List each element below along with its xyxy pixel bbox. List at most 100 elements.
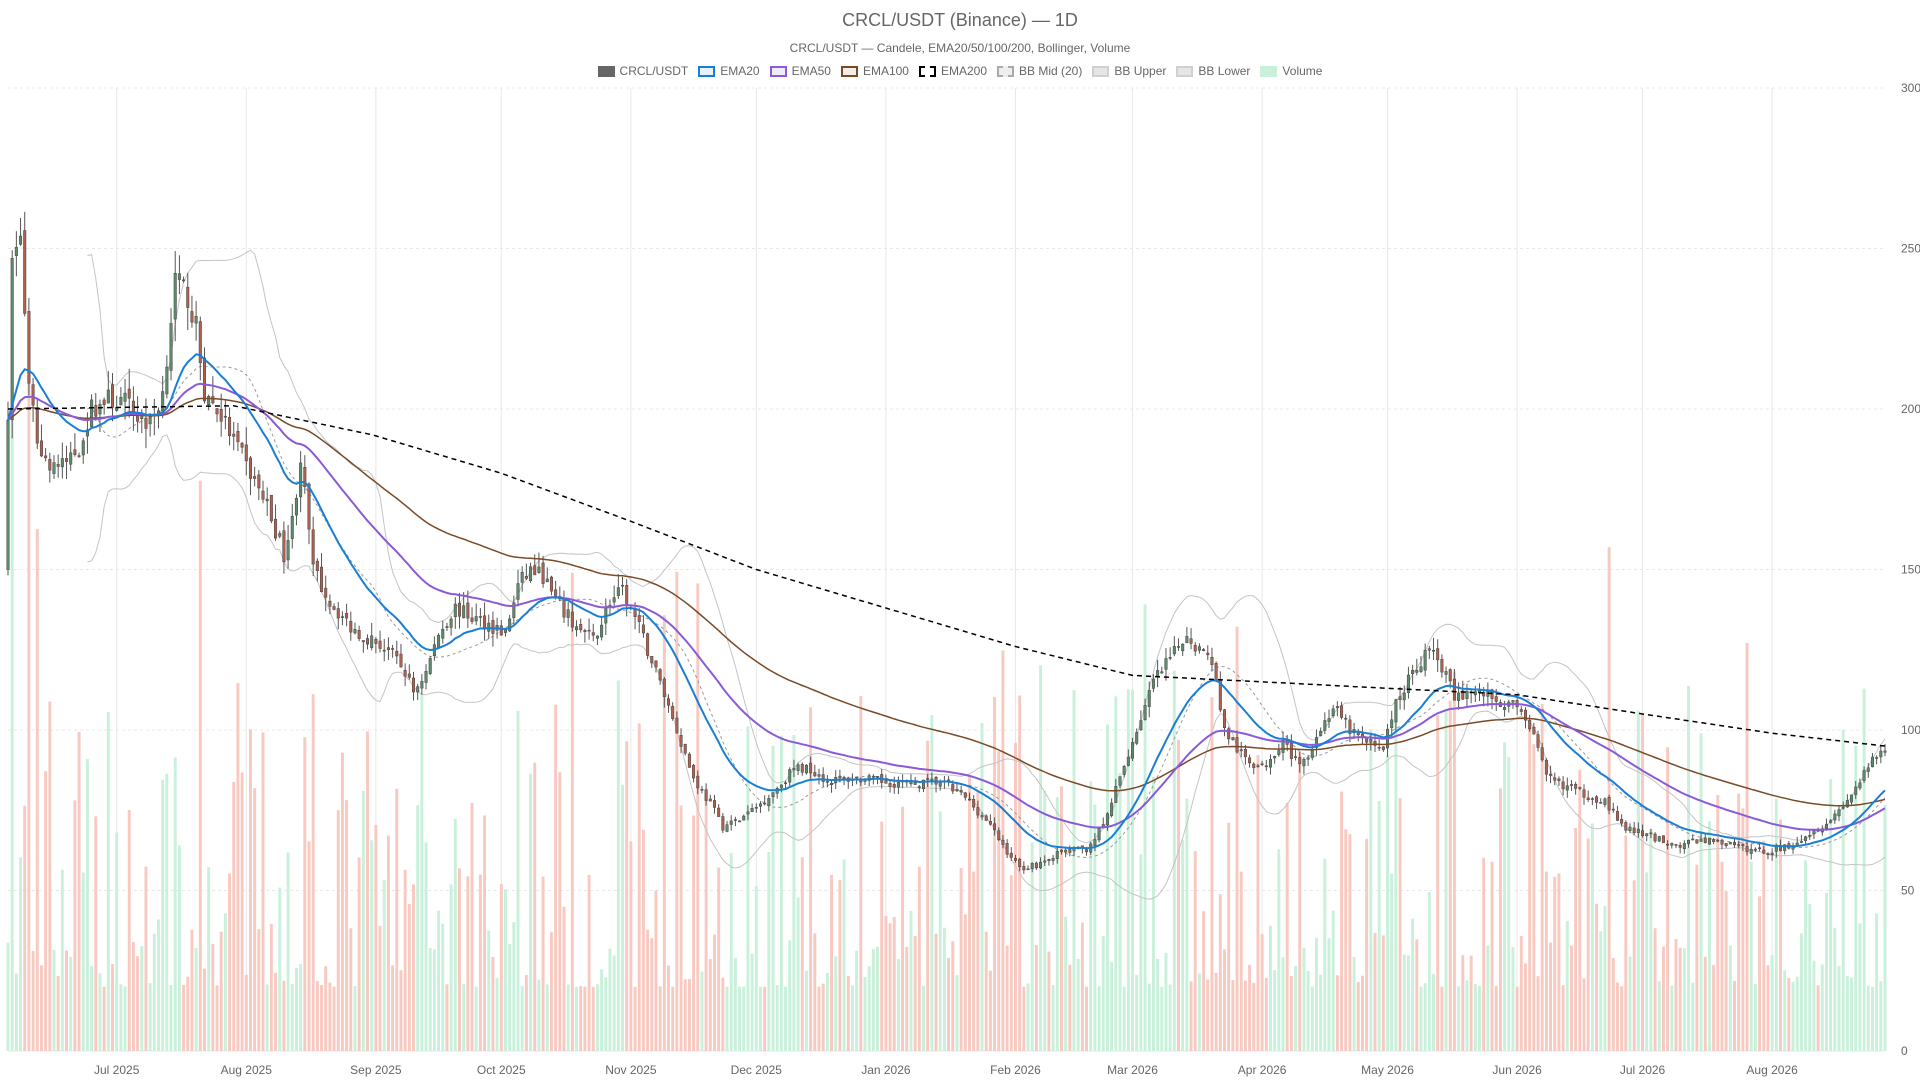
bb-lower-line xyxy=(87,434,1886,900)
candle-body xyxy=(77,455,81,457)
legend-item[interactable]: EMA100 xyxy=(840,64,909,78)
volume-bar xyxy=(119,984,123,1051)
volume-bar xyxy=(445,984,449,1051)
candle-body xyxy=(658,669,662,681)
candle-body xyxy=(1783,844,1787,851)
candle-body xyxy=(148,416,152,425)
candle-body xyxy=(646,633,650,656)
candle-body xyxy=(1202,649,1206,652)
volume-bar xyxy=(328,982,332,1051)
candle-body xyxy=(1745,845,1749,853)
legend-item[interactable]: BB Mid (20) xyxy=(997,64,1082,78)
volume-bar xyxy=(792,735,796,1051)
candle-body xyxy=(1875,757,1879,759)
volume-bar xyxy=(1779,819,1782,1051)
candle-body xyxy=(662,678,666,697)
candle-body xyxy=(1716,840,1720,842)
candle-body xyxy=(1707,837,1711,845)
volume-bar xyxy=(35,529,39,1051)
candle-body xyxy=(173,272,177,320)
legend-item[interactable]: EMA50 xyxy=(769,64,831,78)
volume-bar xyxy=(1181,839,1185,1051)
candle-body xyxy=(1210,656,1214,665)
volume-bar xyxy=(1478,985,1481,1051)
chart-legend: CRCL/USDT EMA20 EMA50 EMA100 EMA200 BB Mid (2… xyxy=(0,64,1920,78)
volume-bar xyxy=(721,977,725,1051)
volume-bar xyxy=(1369,729,1373,1051)
volume-bar xyxy=(1628,956,1632,1051)
volume-bar xyxy=(779,735,783,1051)
volume-bar xyxy=(1402,954,1406,1051)
volume-bar xyxy=(303,737,307,1051)
volume-bar xyxy=(1728,945,1732,1051)
candle-body xyxy=(257,474,261,489)
candle-body xyxy=(186,286,190,308)
legend-item[interactable]: BB Upper xyxy=(1092,64,1166,78)
candle-body xyxy=(595,635,599,639)
candle-body xyxy=(457,602,461,617)
volume-bar xyxy=(98,973,102,1051)
volume-bar xyxy=(1139,854,1143,1051)
legend-swatch xyxy=(997,65,1014,77)
volume-bar xyxy=(984,931,988,1051)
volume-bar xyxy=(1678,947,1682,1051)
candle-body xyxy=(215,408,219,415)
legend-item[interactable]: Volume xyxy=(1260,64,1322,78)
volume-bar xyxy=(1753,983,1757,1051)
volume-bar xyxy=(286,852,290,1051)
legend-item[interactable]: EMA200 xyxy=(918,64,987,78)
candle-body xyxy=(1590,798,1594,800)
candle-body xyxy=(654,660,658,668)
volume-bar xyxy=(69,956,73,1051)
volume-bar xyxy=(570,572,574,1051)
volume-bar xyxy=(1285,802,1289,1051)
candle-body xyxy=(1097,828,1101,841)
x-tick-label: May 2026 xyxy=(1361,1063,1414,1077)
volume-bar xyxy=(1218,894,1222,1051)
volume-bar xyxy=(784,986,788,1051)
candle-body xyxy=(1319,730,1323,736)
candle-body xyxy=(1189,638,1193,644)
candle-body xyxy=(420,681,424,689)
candle-body xyxy=(1850,794,1854,803)
candle-body xyxy=(169,323,173,371)
candle-body xyxy=(742,815,746,821)
candle-body xyxy=(967,798,971,801)
volume-bar xyxy=(1632,880,1636,1051)
volume-bar xyxy=(1193,851,1197,1051)
candle-body xyxy=(1131,742,1135,759)
volume-bar xyxy=(1043,790,1047,1051)
candle-body xyxy=(35,407,39,444)
volume-bar xyxy=(972,871,976,1051)
candle-body xyxy=(1645,833,1649,837)
candle-body xyxy=(1866,767,1870,772)
volume-bar xyxy=(391,965,395,1051)
volume-bar xyxy=(1436,715,1440,1051)
candle-body xyxy=(144,417,148,429)
x-tick-label: Oct 2025 xyxy=(477,1063,526,1077)
volume-bar xyxy=(1712,965,1716,1051)
ema-lines xyxy=(7,353,1886,850)
candle-body xyxy=(1411,669,1415,675)
volume-bar xyxy=(1866,985,1870,1051)
volume-bar xyxy=(1319,974,1323,1051)
volume-bar xyxy=(1553,876,1557,1051)
candle-body xyxy=(1824,823,1828,829)
volume-bar xyxy=(1703,956,1707,1051)
candle-body xyxy=(1222,709,1226,728)
legend-item[interactable]: EMA20 xyxy=(698,64,760,78)
candle-body xyxy=(549,576,553,592)
legend-item[interactable]: BB Lower xyxy=(1176,64,1250,78)
volume-bar xyxy=(1473,984,1477,1051)
legend-item[interactable]: CRCL/USDT xyxy=(597,64,688,78)
volume-bar xyxy=(1110,962,1114,1051)
candle-body xyxy=(1026,868,1030,871)
volume-bar xyxy=(880,821,884,1051)
volume-bar xyxy=(871,948,875,1051)
volume-bar xyxy=(357,857,361,1051)
volume-bar xyxy=(1457,986,1461,1051)
candle-body xyxy=(1457,692,1461,701)
volume-bar xyxy=(566,984,570,1051)
candle-body xyxy=(1214,663,1218,680)
candle-body xyxy=(1118,776,1122,786)
